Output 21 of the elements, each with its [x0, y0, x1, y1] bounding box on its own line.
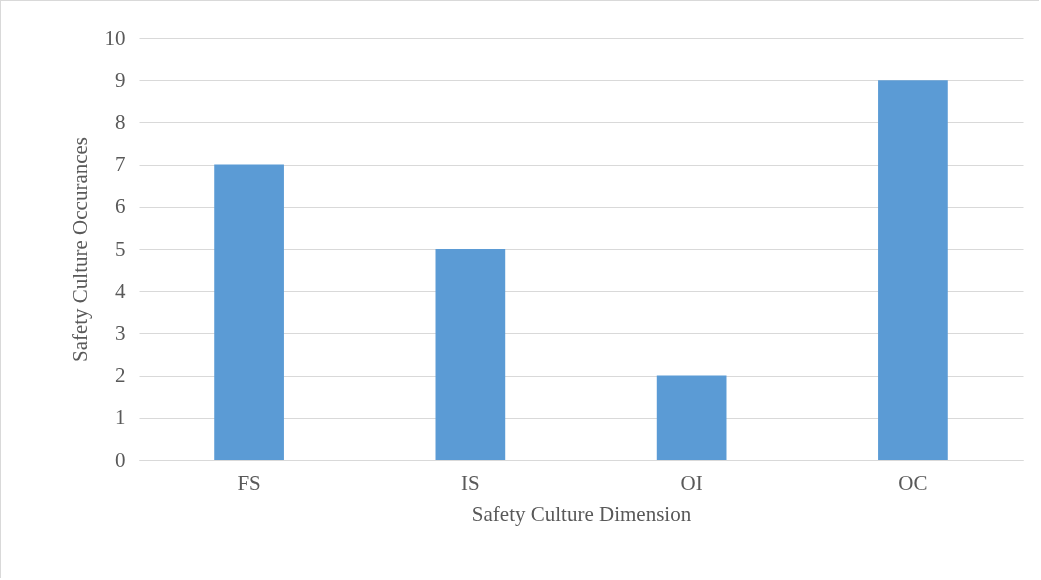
y-tick-label: 9	[115, 67, 126, 92]
y-tick-label: 10	[104, 25, 126, 50]
bar	[656, 375, 727, 460]
y-axis-title: Safety Culture Occurances	[67, 136, 92, 363]
x-tick-label: OI	[680, 470, 703, 495]
x-tick-label: IS	[461, 470, 480, 495]
y-tick-label: 1	[115, 405, 126, 430]
x-axis-title: Safety Culture Dimension	[471, 501, 692, 526]
y-tick-label: 3	[115, 320, 126, 345]
y-tick-label: 4	[115, 278, 126, 303]
bar	[878, 80, 948, 460]
x-tick-label: OC	[898, 470, 928, 495]
y-tick-label: 8	[115, 109, 126, 134]
y-tick-label: 5	[115, 236, 126, 261]
bar	[214, 164, 284, 460]
y-tick-label: 6	[115, 194, 126, 219]
y-tick-label: 7	[115, 152, 126, 177]
y-tick-label: 2	[115, 363, 126, 388]
x-tick-label: FS	[237, 470, 261, 495]
bar	[435, 249, 506, 460]
y-tick-label: 0	[115, 447, 126, 472]
